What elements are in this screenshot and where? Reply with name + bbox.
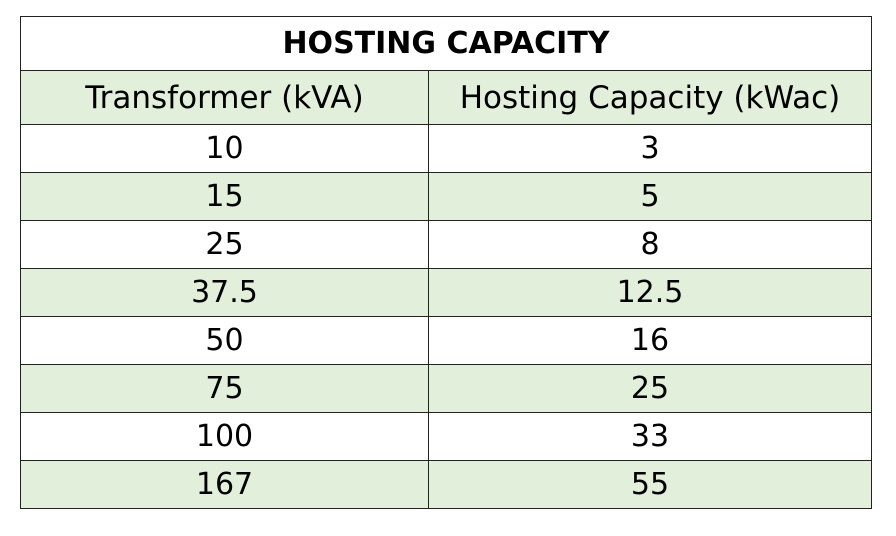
table-cell: 50 [20, 316, 429, 365]
table-cell: 5 [428, 172, 872, 221]
table-cell: 25 [428, 364, 872, 413]
table-cell: 100 [20, 412, 429, 461]
table-row: 100 33 [20, 412, 872, 461]
table-cell: 37.5 [20, 268, 429, 317]
table-cell: 167 [20, 460, 429, 509]
table-row: 37.5 12.5 [20, 268, 872, 317]
table-row: 50 16 [20, 316, 872, 365]
table-row: 10 3 [20, 124, 872, 173]
table-row: 75 25 [20, 364, 872, 413]
table-cell: 3 [428, 124, 872, 173]
table-wrap: HOSTING CAPACITY Transformer (kVA) Hosti… [20, 16, 872, 509]
column-header: Hosting Capacity (kWac) [428, 70, 872, 125]
table-body: 10 3 15 5 25 8 37.5 12.5 50 16 75 25 100 33 167 55 [20, 124, 872, 509]
table-cell: 55 [428, 460, 872, 509]
table-row: 25 8 [20, 220, 872, 269]
table-cell: 8 [428, 220, 872, 269]
hosting-table: HOSTING CAPACITY Transformer (kVA) Hosti… [20, 16, 872, 509]
table-cell: 15 [20, 172, 429, 221]
table-cell: 10 [20, 124, 429, 173]
table-title: HOSTING CAPACITY [20, 16, 872, 71]
table-cell: 75 [20, 364, 429, 413]
table-cell: 25 [20, 220, 429, 269]
table-cell: 12.5 [428, 268, 872, 317]
table-row: 167 55 [20, 460, 872, 509]
table-row: 15 5 [20, 172, 872, 221]
table-cell: 33 [428, 412, 872, 461]
column-header: Transformer (kVA) [20, 70, 429, 125]
table-cell: 16 [428, 316, 872, 365]
